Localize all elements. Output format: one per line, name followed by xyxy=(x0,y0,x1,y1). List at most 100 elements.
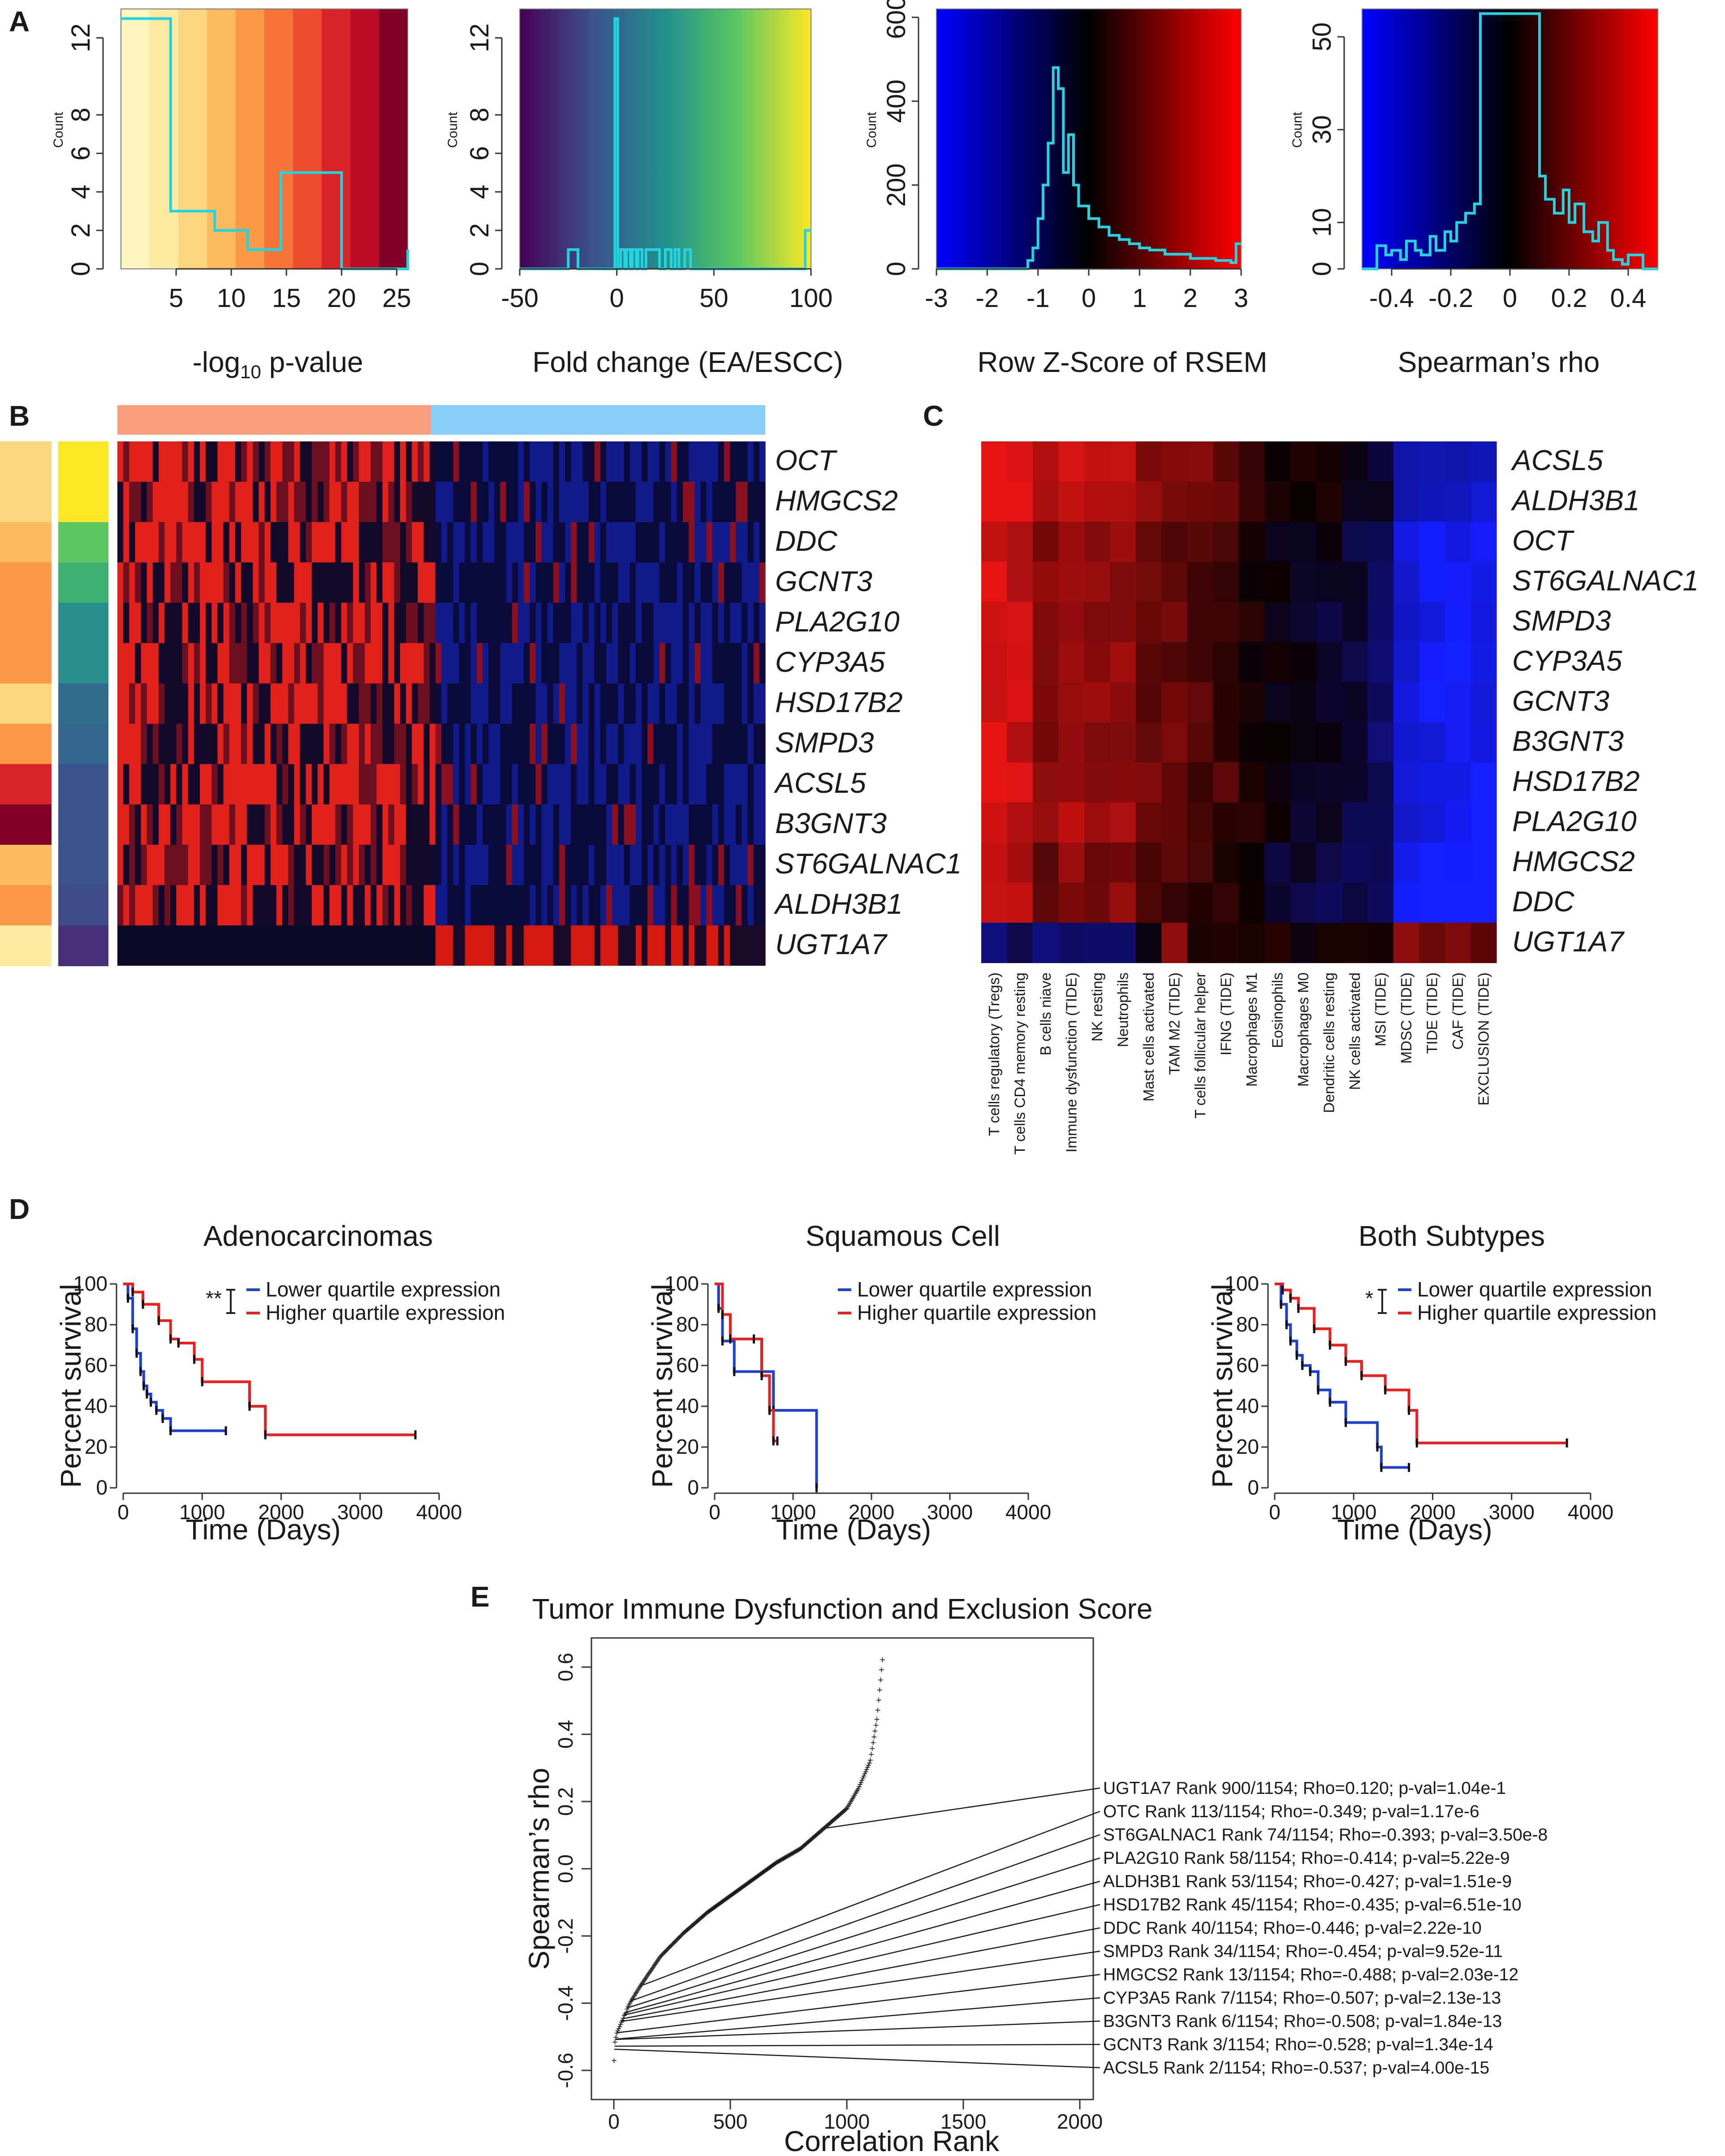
e-point: + xyxy=(689,1921,694,1932)
b-heatmap-cell xyxy=(677,441,683,482)
c-heatmap-cell xyxy=(1058,602,1085,643)
c-heatmap-cell xyxy=(1316,602,1342,643)
b-heatmap-cell xyxy=(435,885,442,925)
b-heatmap-cell xyxy=(170,804,177,845)
b-heatmap-cell xyxy=(270,845,277,885)
b-heatmap-cell xyxy=(412,925,418,966)
b-heatmap-cell xyxy=(418,885,424,925)
e-point: + xyxy=(790,1847,796,1858)
b-heatmap-cell xyxy=(535,441,542,482)
b-heatmap-cell xyxy=(730,522,736,562)
b-heatmap-cell xyxy=(753,562,760,603)
b-heatmap-cell xyxy=(530,764,536,804)
b-gene-label: HSD17B2 xyxy=(775,686,903,718)
b-heatmap-cell xyxy=(524,482,530,522)
b-heatmap-cell xyxy=(470,643,477,683)
b-heatmap-cell xyxy=(571,885,577,925)
b-heatmap-cell xyxy=(665,804,672,845)
b-heatmap-cell xyxy=(358,804,365,845)
b-heatmap-cell xyxy=(247,603,253,643)
b-heatmap-cell xyxy=(247,925,253,966)
b-heatmap-cell xyxy=(282,925,289,966)
b-heatmap-cell xyxy=(176,603,183,643)
b-heatmap-cell xyxy=(376,804,383,845)
b-heatmap-cell xyxy=(264,441,271,482)
h3-x-tick-label: 0 xyxy=(1082,284,1096,313)
b-heatmap-cell xyxy=(724,603,730,643)
e-point: + xyxy=(872,1725,878,1737)
e-callout-label: B3GNT3 Rank 6/1154; Rho=-0.508; p-val=1.… xyxy=(1103,2012,1502,2031)
b-heatmap-cell xyxy=(276,804,283,845)
e-point: + xyxy=(671,1937,677,1949)
e-point: + xyxy=(782,1852,788,1863)
pvalue-side-cell xyxy=(0,603,52,644)
e-point: + xyxy=(680,1928,686,1939)
e-point: + xyxy=(622,2008,628,2019)
b-heatmap-cell xyxy=(565,683,571,724)
b-heatmap-cell xyxy=(694,845,701,885)
b-heatmap-cell xyxy=(288,885,294,925)
b-heatmap-cell xyxy=(194,562,200,603)
b-heatmap-cell xyxy=(671,724,677,764)
b-heatmap-cell xyxy=(353,643,359,683)
c-feature-label: T cells regulatory (Tregs) xyxy=(986,972,1002,1136)
e-point: + xyxy=(685,1924,690,1935)
b-heatmap-cell xyxy=(406,845,412,885)
b-heatmap-cell xyxy=(753,845,760,885)
km-title: Both Subtypes xyxy=(1358,1220,1545,1252)
b-heatmap-cell xyxy=(689,522,695,562)
b-heatmap-cell xyxy=(164,482,171,522)
b-heatmap-cell xyxy=(241,441,247,482)
b-heatmap-cell xyxy=(612,885,618,925)
c-feature-label: MDSC (TIDE) xyxy=(1398,972,1414,1063)
b-heatmap-cell xyxy=(117,562,124,603)
b-heatmap-cell xyxy=(211,683,218,724)
b-heatmap-cell xyxy=(524,643,530,683)
b-heatmap-cell xyxy=(200,724,206,764)
h4-y-tick-label: 0 xyxy=(1307,262,1337,276)
b-heatmap-cell xyxy=(506,562,513,603)
b-heatmap-cell xyxy=(135,804,142,845)
b-heatmap-cell xyxy=(718,562,724,603)
b-heatmap-cell xyxy=(323,885,330,925)
b-heatmap-cell xyxy=(712,764,719,804)
b-heatmap-cell xyxy=(147,441,153,482)
b-heatmap-cell xyxy=(241,643,247,683)
e-point: + xyxy=(876,1694,882,1706)
b-heatmap-cell xyxy=(689,643,695,683)
e-point: + xyxy=(675,1934,681,1945)
b-heatmap-cell xyxy=(317,885,324,925)
b-heatmap-cell xyxy=(182,441,189,482)
km-x-tick-label: 3000 xyxy=(337,1500,383,1524)
b-heatmap-cell xyxy=(618,482,625,522)
b-heatmap-cell xyxy=(459,885,466,925)
b-heatmap-cell xyxy=(353,764,359,804)
b-heatmap-cell xyxy=(406,804,412,845)
b-heatmap-cell xyxy=(300,603,306,643)
b-heatmap-cell xyxy=(653,643,660,683)
e-point: + xyxy=(860,1772,866,1784)
b-heatmap-cell xyxy=(747,845,754,885)
c-heatmap-cell xyxy=(1084,481,1111,522)
b-heatmap-cell xyxy=(470,885,477,925)
b-heatmap-cell xyxy=(483,804,489,845)
c-heatmap-cell xyxy=(1239,441,1265,482)
b-heatmap-cell xyxy=(618,764,625,804)
b-heatmap-cell xyxy=(453,764,460,804)
b-heatmap-cell xyxy=(465,603,471,643)
b-heatmap-cell xyxy=(506,482,513,522)
b-heatmap-cell xyxy=(400,441,406,482)
b-heatmap-cell xyxy=(665,764,672,804)
sig-stars: ** xyxy=(206,1287,222,1310)
c-heatmap-cell xyxy=(1136,642,1162,683)
b-heatmap-cell xyxy=(323,845,330,885)
b-heatmap-cell xyxy=(659,764,666,804)
b-heatmap-cell xyxy=(724,724,730,764)
b-heatmap-cell xyxy=(394,603,401,643)
e-point: + xyxy=(776,1855,782,1867)
b-heatmap-cell xyxy=(559,522,565,562)
e-point: + xyxy=(784,1851,789,1862)
b-heatmap-cell xyxy=(170,441,177,482)
b-heatmap-cell xyxy=(270,804,277,845)
b-heatmap-cell xyxy=(742,482,748,522)
